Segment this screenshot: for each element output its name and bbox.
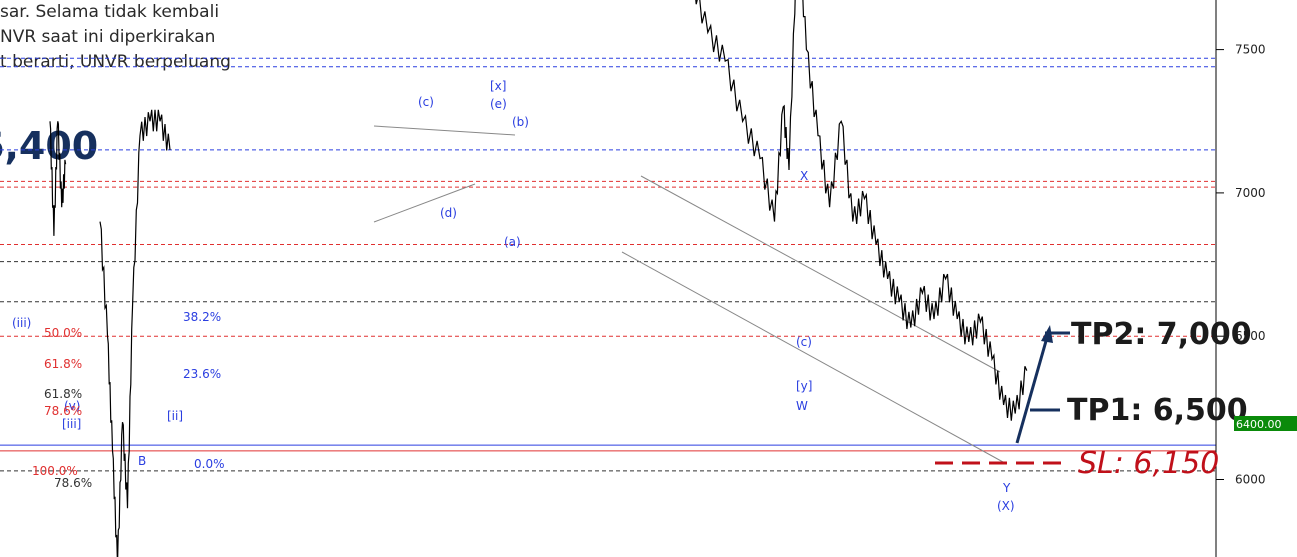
trend-channels xyxy=(373,125,1004,463)
channel-upper-line xyxy=(640,175,1001,373)
wave-labels: (c) [x] (e) (b) (d) (a) X (c) [y] W Y (X… xyxy=(12,79,1015,513)
current-price-value: 6400.00 xyxy=(1236,418,1282,431)
channel-lower-line xyxy=(621,251,1004,463)
current-price-box xyxy=(1234,416,1297,431)
fib-label-23-6: 23.6% xyxy=(183,367,221,381)
y-tick-label: 6000 xyxy=(1235,473,1266,487)
fib-label-61-8: 61.8% xyxy=(44,387,82,401)
y-tick-label: 7500 xyxy=(1235,43,1266,57)
fib-label-38-2: 38.2% xyxy=(183,310,221,324)
fib-label-50-0: 50.0% xyxy=(44,326,82,340)
price-series-line xyxy=(695,0,1028,421)
wave-label: (b) xyxy=(512,115,529,129)
tp1-label: TP1: 6,500 xyxy=(1067,393,1248,428)
fib-label-100-0: 100.0% xyxy=(32,464,78,478)
level-lines xyxy=(0,57,1216,472)
fib-label-78-6: 78.6% xyxy=(54,476,92,490)
channel-lower-line xyxy=(373,183,476,223)
fib-label-0-0: 0.0% xyxy=(194,457,225,471)
wave-label: (c) xyxy=(796,335,812,349)
projection-arrowhead xyxy=(1041,325,1053,343)
wave-label: Y xyxy=(1002,481,1011,495)
wave-label: [iii] xyxy=(62,417,81,431)
wave-label: (v) xyxy=(64,399,80,413)
trade-plan: TP2: 7,000 TP1: 6,500 SL: 6,150 xyxy=(935,317,1252,481)
price-series-line xyxy=(49,121,67,236)
intro-line: sar. Selama tidak kembali xyxy=(0,2,220,22)
wave-label: [ii] xyxy=(167,409,183,423)
channel-upper-line xyxy=(373,125,516,136)
y-tick-label: 7000 xyxy=(1235,186,1266,200)
wave-label: W xyxy=(796,399,808,413)
fib-labels: 38.2% 23.6% 0.0% 50.0% 61.8% 61.8% 78.6%… xyxy=(32,310,225,490)
price-series-line xyxy=(99,109,171,557)
wave-label: (d) xyxy=(440,206,457,220)
fib-label-78-6: 78.6% xyxy=(44,404,82,418)
sl-label: SL: 6,150 xyxy=(1078,446,1219,481)
current-price-tag: 6400.00 xyxy=(1234,416,1297,431)
tp2-label: TP2: 7,000 xyxy=(1071,317,1252,352)
y-axis: 6000650070007500800085009000 xyxy=(1215,0,1266,557)
wave-label: (iii) xyxy=(12,316,31,330)
intro-line: NVR saat ini diperkirakan xyxy=(0,27,216,47)
y-tick-label: 6500 xyxy=(1235,329,1266,343)
wave-label: (X) xyxy=(997,499,1015,513)
wave-label: [y] xyxy=(796,379,812,393)
price-series xyxy=(49,0,1028,557)
projection-arrow xyxy=(1015,333,1050,444)
current-price-headline: 6,400 xyxy=(0,124,99,168)
fib-label-61-8: 61.8% xyxy=(44,357,82,371)
wave-label: [x] xyxy=(490,79,506,93)
wave-label: X xyxy=(800,169,808,183)
wave-label: (e) xyxy=(490,97,507,111)
wave-label: (c) xyxy=(418,95,434,109)
wave-label: (a) xyxy=(504,235,521,249)
wave-label: B xyxy=(138,454,146,468)
